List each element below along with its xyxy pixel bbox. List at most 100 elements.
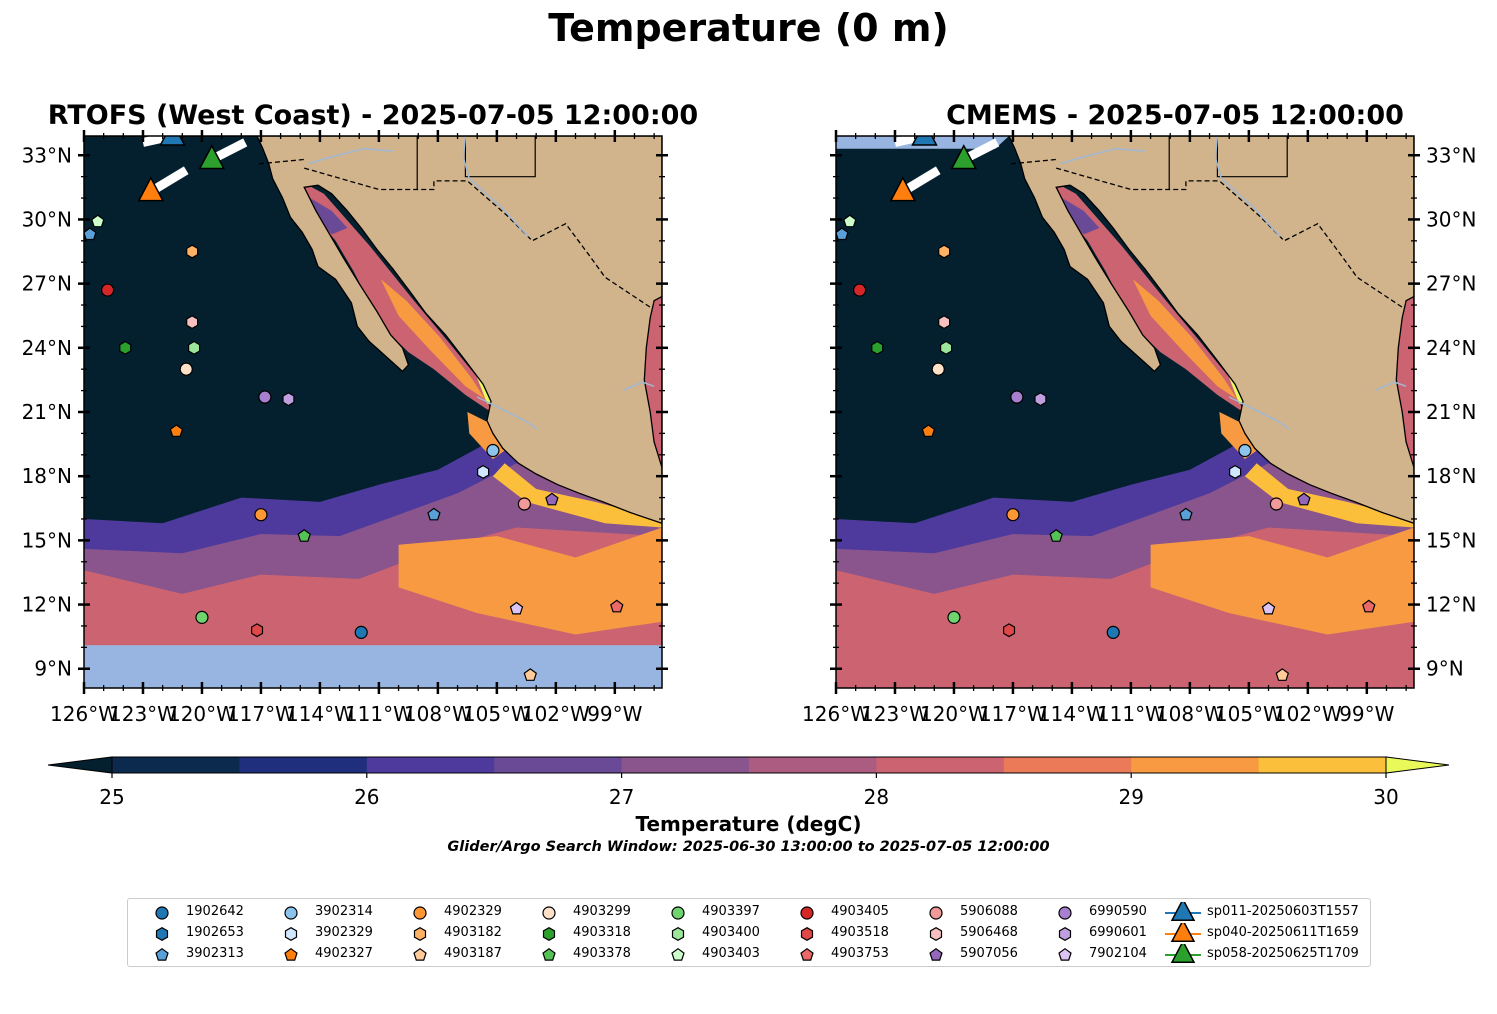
lon-label: 111°W bbox=[1097, 702, 1165, 726]
float-4902327 bbox=[921, 424, 936, 437]
legend-marker-icon bbox=[671, 906, 685, 920]
glider-sp011-20250603T1557 bbox=[911, 136, 938, 146]
lon-label: 105°W bbox=[463, 702, 531, 726]
float-3902313 bbox=[427, 507, 441, 521]
legend-marker-icon bbox=[929, 927, 943, 941]
figure-title: Temperature (0 m) bbox=[548, 6, 949, 50]
us-mexico-border-east bbox=[304, 167, 651, 308]
us-mexico-border-east bbox=[1056, 167, 1403, 308]
colorbar-segment bbox=[1258, 757, 1387, 773]
legend-label: 4903405 bbox=[831, 904, 889, 919]
legend-label: 4903299 bbox=[573, 904, 631, 919]
legend-label: 5906088 bbox=[960, 904, 1018, 919]
legend-marker-icon bbox=[1058, 906, 1072, 920]
panuco-river bbox=[622, 381, 655, 392]
sst-29-5-coastal bbox=[492, 463, 662, 528]
float-1902642 bbox=[354, 625, 368, 639]
gulf-upper-sst bbox=[310, 198, 348, 235]
float-5907056 bbox=[1297, 492, 1311, 506]
legend-label: 3902313 bbox=[186, 946, 244, 961]
lat-label: 15°N bbox=[22, 528, 72, 552]
float-4903182 bbox=[186, 244, 199, 259]
lat-label: 30°N bbox=[1426, 207, 1476, 231]
float-4903405 bbox=[100, 283, 115, 297]
legend-label: 5906468 bbox=[960, 925, 1018, 940]
legend-label: 4903187 bbox=[444, 946, 502, 961]
map-cmems: 33°N 30°N 27°N 24°N 21°N 18°N 15°N 12°N 9°N 126°W… bbox=[802, 130, 1476, 726]
lat-label: 18°N bbox=[22, 464, 72, 488]
colorbar-segment bbox=[876, 757, 1005, 773]
colorbar-max-extend bbox=[1385, 756, 1450, 774]
float-3902314 bbox=[486, 443, 500, 458]
lon-label: 99°W bbox=[1339, 702, 1394, 726]
map-area bbox=[836, 136, 1414, 688]
temperature-colorbar: 25 26 27 28 29 30 bbox=[47, 756, 1450, 809]
lon-label: 114°W bbox=[1038, 702, 1106, 726]
legend-label: 6990601 bbox=[1089, 925, 1147, 940]
gila-river bbox=[1059, 148, 1145, 165]
legend-label: 1902642 bbox=[186, 904, 244, 919]
colorbar-segment bbox=[112, 757, 240, 773]
lat-label: 9°N bbox=[34, 657, 72, 681]
float-1902642 bbox=[1106, 625, 1120, 639]
legend-label: 4903378 bbox=[573, 946, 631, 961]
float-4903299 bbox=[179, 362, 193, 376]
legend-marker-icon bbox=[413, 906, 427, 920]
glider-sp058-20250625T1709 bbox=[950, 144, 978, 170]
legend-label: 7902104 bbox=[1089, 946, 1147, 961]
gulf-of-mexico-edge bbox=[1395, 295, 1414, 468]
legend-label: 4903753 bbox=[831, 946, 889, 961]
legend-label: 4902329 bbox=[444, 904, 502, 919]
legend-label: 1902653 bbox=[186, 925, 244, 940]
gila-river bbox=[307, 148, 393, 165]
colorbar-tick-label: 30 bbox=[1373, 785, 1398, 809]
colorbar-tick-label: 27 bbox=[609, 785, 634, 809]
float-4903400 bbox=[939, 340, 953, 355]
sst-29-patch bbox=[1150, 527, 1414, 635]
glider-sp040-20250611T1659 bbox=[889, 176, 917, 202]
gulf-of-mexico-edge bbox=[643, 295, 662, 468]
colorbar-segment bbox=[494, 757, 623, 773]
gulf-upper-sst bbox=[1062, 198, 1100, 235]
legend-marker-icon bbox=[155, 927, 169, 941]
panel-title-cmems: CMEMS - 2025-07-05 12:00:00 bbox=[946, 100, 1404, 131]
glider-sp058-20250625T1709 bbox=[198, 144, 226, 170]
legend-marker-icon bbox=[413, 927, 427, 941]
lon-label: 120°W bbox=[168, 702, 236, 726]
lat-label: 30°N bbox=[22, 207, 72, 231]
legend-marker-icon bbox=[1165, 944, 1201, 963]
legend-marker-icon bbox=[800, 947, 814, 961]
lerma-santiago-river bbox=[1228, 396, 1291, 430]
rio-grande bbox=[462, 136, 529, 238]
legend-marker-icon bbox=[671, 947, 685, 961]
float-4903318 bbox=[119, 340, 132, 355]
float-4903405 bbox=[852, 283, 867, 297]
float-4903403 bbox=[91, 214, 105, 228]
float-4903753 bbox=[610, 599, 624, 613]
float-4902329 bbox=[1006, 508, 1020, 522]
colorbar-segment bbox=[366, 757, 495, 773]
colorbar-segment bbox=[621, 757, 750, 773]
float-5906468 bbox=[938, 315, 951, 330]
float-4903187 bbox=[523, 668, 538, 681]
legend-marker-icon bbox=[671, 927, 685, 941]
legend-marker-icon bbox=[284, 927, 298, 941]
float-5906088 bbox=[1269, 497, 1283, 511]
float-4903403 bbox=[843, 214, 857, 228]
legend-marker-icon bbox=[1165, 923, 1201, 942]
panel-title-rtofs: RTOFS (West Coast) - 2025-07-05 12:00:00 bbox=[47, 100, 699, 131]
float-4903400 bbox=[188, 340, 201, 355]
legend-marker-icon bbox=[800, 927, 814, 941]
float-7902104 bbox=[509, 601, 524, 615]
legend-marker-icon bbox=[1058, 927, 1072, 941]
legend-marker-icon bbox=[800, 906, 814, 920]
legend-marker-icon bbox=[929, 906, 943, 920]
lat-label: 15°N bbox=[1426, 528, 1476, 552]
lat-label: 12°N bbox=[22, 593, 72, 617]
sst-29-patch bbox=[398, 527, 662, 635]
float-6990590 bbox=[258, 390, 272, 404]
legend-marker-icon bbox=[413, 947, 427, 961]
float-3902314 bbox=[1238, 443, 1252, 458]
float-6990590 bbox=[1010, 390, 1024, 404]
lon-label: 126°W bbox=[50, 702, 118, 726]
